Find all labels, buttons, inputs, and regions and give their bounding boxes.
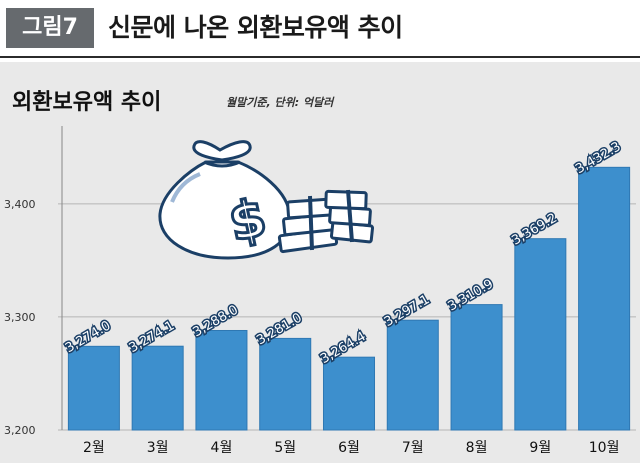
x-tick-label: 2월: [83, 440, 105, 456]
bar: [450, 304, 503, 431]
x-tick-label: 8월: [466, 440, 488, 456]
bar-chart: $ 3,274.0 3,274.1 3,288.0 3,281.0 3,264.43,2…: [4, 126, 636, 456]
bar: [578, 166, 631, 431]
bar: [195, 329, 248, 431]
chart-area: 외환보유액 추이 월말기준, 단위: 억달러 $ 3,274.0 3,274.1 3…: [0, 62, 640, 463]
figure-header: 그림7 신문에 나온 외환보유액 추이: [0, 0, 640, 58]
bar: [259, 337, 312, 431]
x-tick-label: 4월: [211, 440, 233, 456]
bar: [386, 319, 439, 431]
bar: [322, 356, 376, 431]
axes: 3,200 3,300 3,400 2월 3월 4월 5월 6월 7월 8월 9월 10월: [4, 126, 619, 456]
bar: [131, 345, 184, 431]
x-tick-label: 3월: [147, 440, 169, 456]
chart-title: 외환보유액 추이: [12, 90, 162, 115]
figure-number-badge: 그림7: [6, 8, 94, 48]
header-divider: [0, 56, 640, 58]
x-tick-label: 7월: [402, 440, 424, 456]
y-tick-label: 3,300: [4, 311, 36, 324]
figure-title: 신문에 나온 외환보유액 추이: [108, 13, 403, 42]
x-tick-label: 10월: [589, 440, 620, 456]
y-tick-label: 3,200: [4, 424, 36, 437]
bar: [67, 345, 120, 431]
x-tick-label: 6월: [338, 440, 360, 456]
chart-unit-note: 월말기준, 단위: 억달러: [226, 96, 334, 109]
cash-stack-icon: [277, 189, 375, 254]
x-tick-label: 5월: [274, 440, 296, 456]
x-tick-label: 9월: [529, 440, 551, 456]
bar: [514, 238, 567, 431]
bars: 3,274.0 3,274.1 3,288.0 3,281.0 3,264.43,297…: [61, 138, 631, 431]
y-tick-label: 3,400: [4, 198, 36, 211]
money-bag-icon: $: [158, 140, 292, 260]
